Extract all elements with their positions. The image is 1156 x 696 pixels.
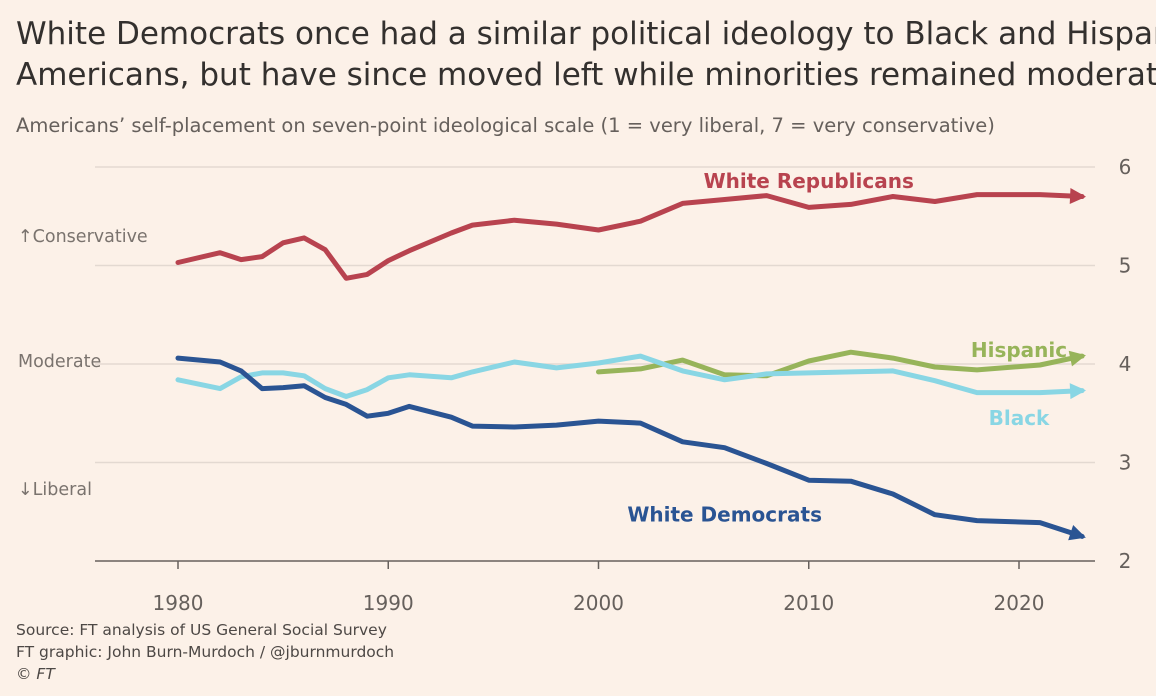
series-label-white-republicans: White Republicans [704, 169, 914, 193]
source-note: Source: FT analysis of US General Social… [16, 621, 387, 639]
x-tick-label: 1990 [363, 591, 414, 615]
series-arrowhead-white-democrats [1068, 525, 1086, 541]
y-tick-label: 5 [1119, 254, 1132, 278]
series-label-hispanic: Hispanic [971, 338, 1067, 362]
x-tick-label: 2010 [783, 591, 834, 615]
y-tick-label: 6 [1119, 155, 1132, 179]
chart-title: White Democrats once had a similar polit… [16, 14, 1156, 96]
y-annotation-conservative: ↑Conservative [18, 227, 148, 247]
y-tick-label: 4 [1119, 352, 1132, 376]
series-label-white-democrats: White Democrats [627, 503, 822, 527]
series-label-black: Black [989, 406, 1050, 430]
y-annotations: ↑Conservative Moderate ↓Liberal [18, 227, 148, 500]
y-annotation-liberal: ↓Liberal [18, 480, 92, 500]
x-tick-label: 1980 [153, 591, 204, 615]
series-arrowhead-black [1069, 383, 1087, 400]
chart-title-line-1: White Democrats once had a similar polit… [16, 16, 1156, 52]
y-tick-label: 2 [1119, 549, 1132, 573]
series-line-hispanic [596, 349, 1085, 379]
graphic-credit: FT graphic: John Burn-Murdoch / @jburnmu… [16, 643, 395, 661]
x-tick-label: 2020 [994, 591, 1045, 615]
series-line-white-democrats [175, 355, 1085, 539]
x-axis: 1980 1990 2000 2010 2020 [153, 561, 1045, 615]
series-lines [175, 187, 1087, 541]
copyright-note: © FT [16, 665, 55, 683]
series-arrowhead-hispanic [1068, 350, 1086, 367]
chart-footer: Source: FT analysis of US General Social… [16, 619, 394, 685]
series-line-white-republicans [175, 192, 1085, 281]
chart-subtitle: Americans’ self-placement on seven-point… [16, 114, 995, 137]
x-tick-label: 2000 [573, 591, 624, 615]
series-arrowhead-white-republicans [1069, 187, 1087, 204]
series-line-black [175, 353, 1085, 399]
series-labels: White Republicans Hispanic Black White Demo… [627, 169, 1067, 527]
y-annotation-moderate: Moderate [18, 352, 101, 372]
chart-title-line-2: Americans, but have since moved left whi… [16, 57, 1156, 93]
y-tick-label: 3 [1119, 451, 1132, 475]
y-axis: 2 3 4 5 6 [1119, 155, 1132, 573]
